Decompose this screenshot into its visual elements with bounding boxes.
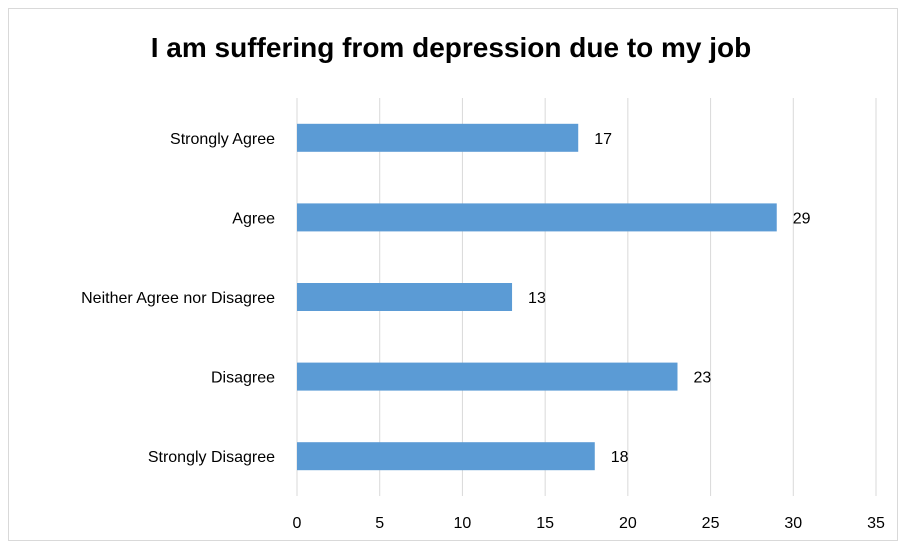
bar-1 (297, 203, 777, 232)
data-label: 18 (611, 449, 629, 466)
x-tick-label: 30 (784, 515, 802, 532)
data-label: 13 (528, 290, 546, 307)
chart-title: I am suffering from depression due to my… (150, 32, 752, 63)
x-tick-label: 25 (702, 515, 720, 532)
data-label: 29 (793, 210, 811, 227)
bar-2 (297, 283, 513, 311)
x-tick-label: 10 (454, 515, 472, 532)
x-tick-label: 20 (619, 515, 637, 532)
bar-4 (297, 442, 595, 471)
x-tick-label: 0 (293, 515, 302, 532)
category-label: Strongly Agree (170, 131, 275, 148)
category-label: Disagree (211, 370, 275, 387)
x-tick-label: 5 (375, 515, 384, 532)
bar-0 (297, 123, 579, 152)
category-label: Neither Agree nor Disagree (81, 290, 275, 307)
data-label: 17 (594, 131, 612, 148)
category-label: Strongly Disagree (148, 449, 275, 466)
x-tick-label: 15 (536, 515, 554, 532)
category-label: Agree (232, 210, 275, 227)
x-tick-label: 35 (867, 515, 885, 532)
data-label: 23 (693, 370, 711, 387)
bar-3 (297, 362, 678, 391)
